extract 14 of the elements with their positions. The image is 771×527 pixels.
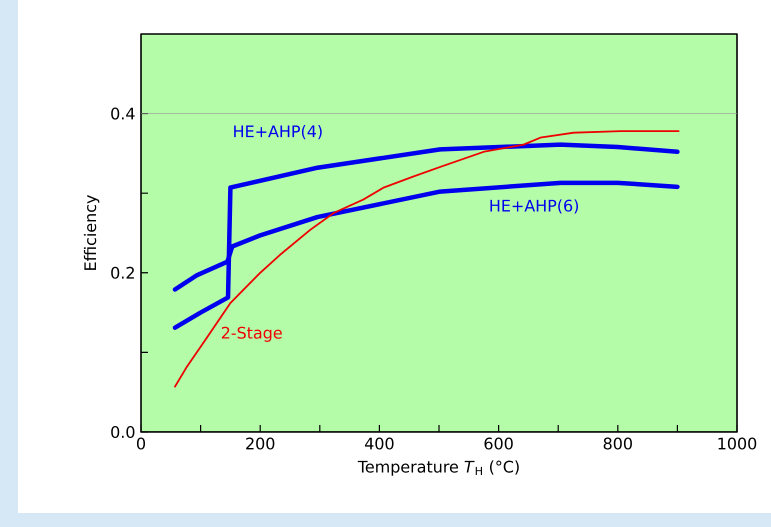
x-tick-label: 1000 bbox=[718, 438, 756, 450]
x-tick-label: 600 bbox=[484, 438, 513, 450]
y-tick-label: 0.2 bbox=[111, 266, 134, 279]
y-tick-label: 0.4 bbox=[111, 108, 135, 120]
y-axis-title: Efficiency bbox=[84, 195, 100, 270]
x-axis-title: Temperature T$_{H}$ (°C) bbox=[358, 460, 519, 476]
x-tick-label: 0 bbox=[136, 438, 146, 450]
x-tick-label: 200 bbox=[246, 438, 274, 450]
series-label: 2-Stage bbox=[222, 326, 282, 342]
y-tick-label: 0.0 bbox=[111, 426, 134, 438]
series-label: HE+AHP(4) bbox=[234, 125, 322, 140]
x-tick-label: 800 bbox=[604, 438, 632, 450]
series-label: HE+AHP(6) bbox=[490, 199, 578, 214]
x-tick-label: 400 bbox=[364, 438, 394, 450]
